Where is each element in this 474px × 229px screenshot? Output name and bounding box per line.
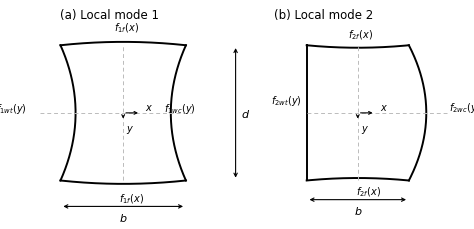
Text: $x$: $x$: [380, 102, 388, 112]
Text: $f_{1wc}(y)$: $f_{1wc}(y)$: [164, 102, 196, 116]
Text: $f_{1f}(x)$: $f_{1f}(x)$: [119, 191, 144, 205]
Text: $f_{2wc}(y)$: $f_{2wc}(y)$: [449, 101, 474, 115]
Text: $b$: $b$: [119, 211, 128, 223]
Text: (a) Local mode 1: (a) Local mode 1: [61, 9, 159, 22]
Text: $x$: $x$: [146, 102, 154, 112]
Text: $f_{2f}(x)$: $f_{2f}(x)$: [347, 28, 373, 42]
Text: $y$: $y$: [361, 123, 369, 135]
Text: $y$: $y$: [126, 123, 134, 135]
Text: $f_{1wt}(y)$: $f_{1wt}(y)$: [0, 102, 27, 116]
Text: $f_{1f}(x)$: $f_{1f}(x)$: [114, 22, 139, 35]
Text: $f_{2wt}(y)$: $f_{2wt}(y)$: [271, 94, 302, 108]
Text: $d$: $d$: [241, 107, 250, 119]
Text: (b) Local mode 2: (b) Local mode 2: [274, 9, 374, 22]
Text: $b$: $b$: [354, 204, 362, 216]
Text: $f_{2f}(x)$: $f_{2f}(x)$: [356, 185, 381, 198]
